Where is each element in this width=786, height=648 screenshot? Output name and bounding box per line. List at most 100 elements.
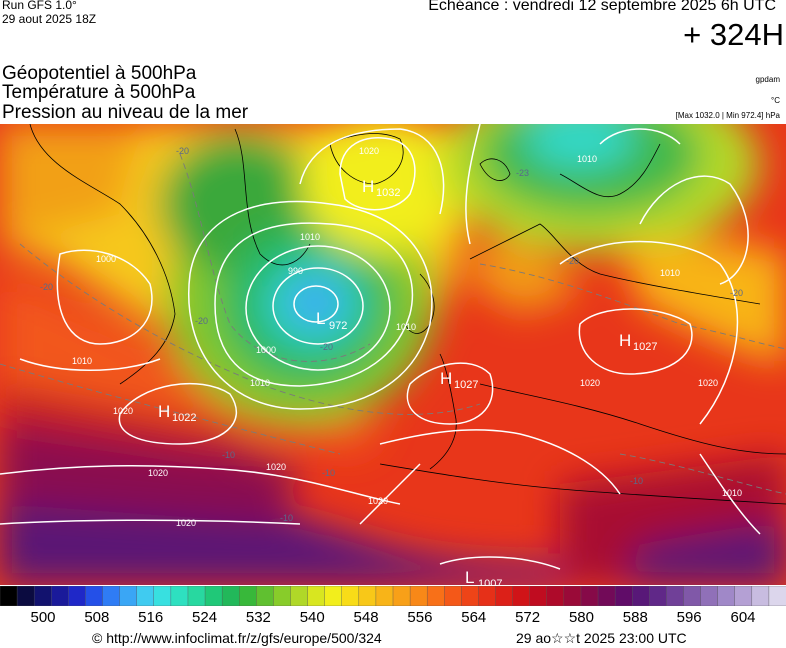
source-credit: © http://www.infoclimat.fr/z/gfs/europe/… [92, 630, 382, 646]
isobar-label: 1020 [176, 518, 196, 528]
high-center-label: H [619, 331, 631, 350]
color-scale-swatch [68, 586, 87, 606]
color-scale-swatch [444, 586, 463, 606]
temperature-label: -20 [566, 256, 579, 266]
high-center-label: H [362, 177, 374, 196]
isobar-labels: 1020 1010 990 1000 1010 1010 1020 1020 1… [72, 146, 742, 528]
temperature-label: -20 [195, 316, 208, 326]
parameter-pressure: Pression au niveau de la mer [2, 102, 249, 123]
isobar-label: 1020 [266, 462, 286, 472]
high-center-label: H [440, 369, 452, 388]
high-center-value: 1032 [376, 187, 400, 199]
isobar-label: 1010 [72, 356, 92, 366]
color-scale-swatch [153, 586, 172, 606]
generation-time: 29 ao☆☆t 2025 23:00 UTC [516, 630, 687, 646]
color-scale-swatch [512, 586, 531, 606]
color-scale-tick: 508 [84, 609, 110, 626]
temperature-label: -10 [280, 513, 293, 523]
color-scale-tick: 604 [730, 609, 756, 626]
lead-time: + 324H [683, 17, 784, 52]
color-scale-swatch [580, 586, 599, 606]
color-scale-swatch [683, 586, 702, 606]
color-scale-swatch [307, 586, 326, 606]
color-scale-swatch [273, 586, 292, 606]
color-scale-swatch [649, 586, 668, 606]
isobar-label: 1010 [300, 232, 320, 242]
temperature-label: -10 [222, 450, 235, 460]
color-scale-tick: 524 [192, 609, 218, 626]
color-scale-swatch [614, 586, 633, 606]
color-scale-swatch [392, 586, 411, 606]
high-center-label: H [158, 402, 170, 421]
color-scale-swatch [170, 586, 189, 606]
color-scale-swatch [51, 586, 70, 606]
color-scale-swatch [256, 586, 275, 606]
color-scale-tick: 532 [245, 609, 271, 626]
temperature-label: -20 [176, 146, 189, 156]
low-center-label: L [465, 568, 474, 585]
low-center-value: 1007 [478, 578, 502, 585]
color-scale-tick: 588 [622, 609, 648, 626]
color-scale-swatch [0, 586, 18, 606]
temperature-label: -10 [322, 468, 335, 478]
color-scale-swatch [495, 586, 514, 606]
coastlines [29, 124, 786, 505]
isobar-label: 1010 [660, 268, 680, 278]
color-scale-swatch [546, 586, 565, 606]
temperature-label: -20 [730, 288, 743, 298]
color-scale-tick: 596 [676, 609, 702, 626]
high-center-value: 1022 [172, 412, 196, 424]
color-scale-tick: 572 [515, 609, 541, 626]
color-scale-tick: 540 [299, 609, 325, 626]
temperature-label: -20 [40, 282, 53, 292]
color-scale-swatch [136, 586, 155, 606]
color-scale-swatch [768, 586, 786, 606]
color-scale-bar [0, 586, 786, 606]
color-scale-tick: 548 [353, 609, 379, 626]
color-scale-swatch [221, 586, 240, 606]
color-scale-swatch [700, 586, 719, 606]
high-center-value: 1027 [454, 379, 478, 391]
unit-temperature: °C [771, 96, 780, 105]
color-scale-swatch [529, 586, 548, 606]
isobars [0, 124, 761, 570]
unit-pressure-range: [Max 1032.0 | Min 972.4] hPa [675, 111, 780, 120]
color-scale-swatch [734, 586, 753, 606]
isobar-label: 1000 [96, 254, 116, 264]
unit-geopotential: gpdam [755, 75, 780, 84]
isobar-label: 1010 [250, 378, 270, 388]
low-center-value: 972 [329, 320, 347, 332]
color-scale-swatch [751, 586, 770, 606]
color-scale-swatch [666, 586, 685, 606]
temperature-labels: -20 -20 -23 -20 -20 -20 -10 -10 -10 -20 … [40, 146, 743, 523]
color-scale-swatch [33, 586, 52, 606]
color-scale-swatch [187, 586, 206, 606]
run-label: Run GFS 1.0° [2, 0, 77, 12]
color-scale-swatch [204, 586, 223, 606]
weather-map: H 1032 L 972 H 1027 H 1027 H 1022 L 1007… [0, 124, 786, 585]
isobar-label: 1010 [722, 488, 742, 498]
pressure-centers: H 1032 L 972 H 1027 H 1027 H 1022 L 1007 [158, 177, 657, 585]
isobar-label: 1020 [113, 406, 133, 416]
color-scale-swatch [324, 586, 343, 606]
isobar-label: 1020 [698, 378, 718, 388]
temperature-label: -10 [630, 476, 643, 486]
color-scale-swatch [239, 586, 258, 606]
color-scale-swatch [563, 586, 582, 606]
color-scale-swatch [375, 586, 394, 606]
color-scale-swatch [426, 586, 445, 606]
color-scale-swatch [717, 586, 736, 606]
low-center-label: L [316, 309, 325, 328]
isobar-label: 1010 [577, 154, 597, 164]
temperature-label: -23 [516, 168, 529, 178]
run-date: 29 aout 2025 18Z [2, 12, 97, 26]
color-scale-swatch [290, 586, 309, 606]
color-scale-swatch [461, 586, 480, 606]
color-scale-swatch [119, 586, 138, 606]
color-scale-swatch [409, 586, 428, 606]
isobar-label: 1020 [148, 468, 168, 478]
color-scale-swatch [102, 586, 121, 606]
temperature-label: -20 [320, 342, 333, 352]
isobar-label: 1000 [256, 345, 276, 355]
isobar-label: 1010 [396, 322, 416, 332]
